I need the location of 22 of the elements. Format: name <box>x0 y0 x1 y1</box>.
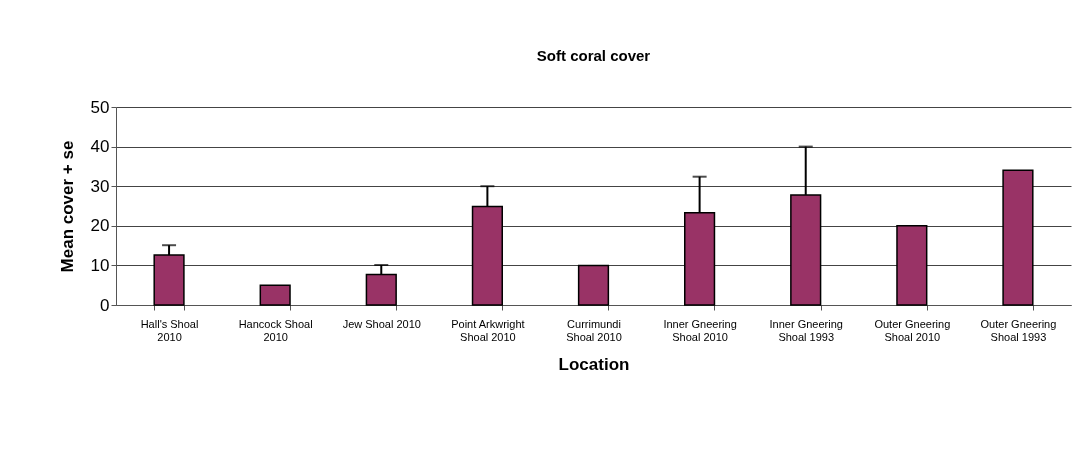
x-tick-label: Outer Gneering Shoal 2010 <box>874 317 951 343</box>
chart-title: Soft coral cover <box>536 47 651 64</box>
y-tick-label: 10 <box>90 255 110 275</box>
x-tick-label: Outer Gneering Shoal 1993 <box>980 317 1057 343</box>
x-tick-label: Jew Shoal 2010 <box>342 317 421 330</box>
x-axis-title: Location <box>558 354 630 374</box>
y-tick-label: 20 <box>90 216 110 236</box>
x-tick-label: Hall's Shoal 2010 <box>140 317 199 343</box>
x-tick-label: Inner Gneering Shoal 1993 <box>769 317 843 343</box>
x-tick-label: Point Arkwright Shoal 2010 <box>451 317 525 343</box>
bar <box>577 264 610 306</box>
bar <box>259 284 291 306</box>
y-tick-label: 50 <box>90 97 110 117</box>
bar <box>896 225 928 306</box>
x-tick-label: Hancock Shoal 2010 <box>238 317 313 343</box>
y-tick-label: 30 <box>90 176 110 196</box>
x-tick-label: Inner Gneering Shoal 2010 <box>663 317 737 343</box>
y-tick-label: 0 <box>100 295 110 315</box>
y-axis-title: Mean cover + se <box>57 140 77 273</box>
y-tick-label: 40 <box>90 137 110 157</box>
x-tick-label: Currimundi Shoal 2010 <box>566 317 622 343</box>
bar <box>1002 169 1034 306</box>
